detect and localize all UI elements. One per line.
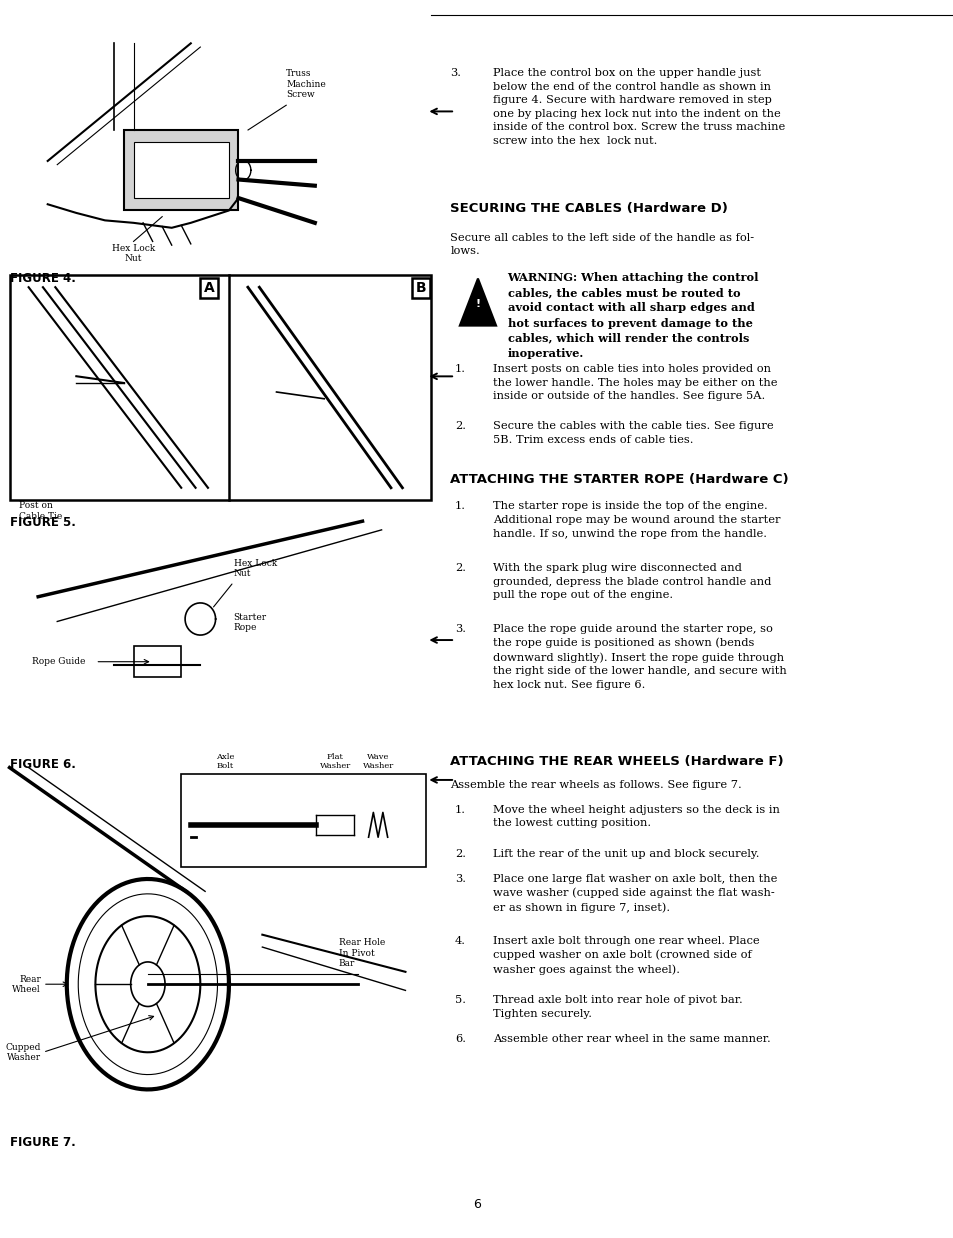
Text: 1.: 1. (455, 364, 466, 374)
Text: Secure all cables to the left side of the handle as fol-
lows.: Secure all cables to the left side of th… (450, 233, 754, 256)
Text: ATTACHING THE STARTER ROPE (Hardware C): ATTACHING THE STARTER ROPE (Hardware C) (450, 473, 788, 487)
Text: Place the control box on the upper handle just
below the end of the control hand: Place the control box on the upper handl… (493, 68, 784, 146)
Text: B: B (416, 281, 426, 295)
Text: WARNING: When attaching the control
cables, the cables must be routed to
avoid c: WARNING: When attaching the control cabl… (507, 272, 759, 359)
Text: Insert axle bolt through one rear wheel. Place
cupped washer on axle bolt (crown: Insert axle bolt through one rear wheel.… (493, 936, 759, 974)
Text: FIGURE 7.: FIGURE 7. (10, 1136, 75, 1150)
Text: Place the rope guide around the starter rope, so
the rope guide is positioned as: Place the rope guide around the starter … (493, 624, 786, 690)
Text: SECURING THE CABLES (Hardware D): SECURING THE CABLES (Hardware D) (450, 202, 727, 215)
Text: ATTACHING THE REAR WHEELS (Hardware F): ATTACHING THE REAR WHEELS (Hardware F) (450, 755, 783, 769)
Text: Lift the rear of the unit up and block securely.: Lift the rear of the unit up and block s… (493, 849, 759, 859)
Text: Wave
Washer: Wave Washer (362, 753, 394, 770)
Text: The starter rope is inside the top of the engine.
Additional rope may be wound a: The starter rope is inside the top of th… (493, 501, 780, 539)
Text: 6.: 6. (455, 1034, 466, 1044)
FancyBboxPatch shape (133, 142, 229, 198)
FancyBboxPatch shape (181, 774, 426, 867)
Text: 2.: 2. (455, 849, 466, 859)
Text: 3.: 3. (455, 624, 466, 634)
Text: Rear Hole
In Pivot
Bar: Rear Hole In Pivot Bar (338, 938, 384, 968)
Text: 5.: 5. (455, 995, 466, 1005)
Text: Place one large flat washer on axle bolt, then the
wave washer (cupped side agai: Place one large flat washer on axle bolt… (493, 874, 777, 912)
Text: FIGURE 4.: FIGURE 4. (10, 272, 75, 286)
Text: 3.: 3. (450, 68, 461, 78)
Text: 6: 6 (473, 1197, 480, 1211)
Text: Axle
Bolt: Axle Bolt (216, 753, 234, 770)
Text: Assemble the rear wheels as follows. See figure 7.: Assemble the rear wheels as follows. See… (450, 780, 741, 790)
Text: 4.: 4. (455, 936, 466, 946)
Text: A: A (204, 281, 214, 295)
Text: Flat
Washer: Flat Washer (319, 753, 351, 770)
Text: Rear
Wheel: Rear Wheel (12, 974, 41, 994)
Text: 1.: 1. (455, 805, 466, 815)
Text: 2.: 2. (455, 421, 466, 431)
FancyBboxPatch shape (133, 646, 181, 677)
Text: !: ! (475, 300, 480, 310)
Text: 2.: 2. (455, 563, 466, 573)
Text: Secure the cables with the cable ties. See figure
5B. Trim excess ends of cable : Secure the cables with the cable ties. S… (493, 421, 773, 444)
Text: FIGURE 5.: FIGURE 5. (10, 516, 75, 530)
Text: Rope Guide: Rope Guide (32, 657, 86, 666)
Text: Starter
Rope: Starter Rope (233, 613, 267, 633)
Text: Thread axle bolt into rear hole of pivot bar.
Tighten securely.: Thread axle bolt into rear hole of pivot… (493, 995, 742, 1019)
Text: With the spark plug wire disconnected and
grounded, depress the blade control ha: With the spark plug wire disconnected an… (493, 563, 771, 600)
Text: Hex Lock
Nut: Hex Lock Nut (233, 558, 276, 578)
Text: Assemble other rear wheel in the same manner.: Assemble other rear wheel in the same ma… (493, 1034, 770, 1044)
FancyBboxPatch shape (124, 130, 238, 210)
FancyBboxPatch shape (10, 275, 431, 500)
Text: 3.: 3. (455, 874, 466, 884)
Text: Hex Lock
Nut: Hex Lock Nut (112, 244, 155, 264)
Text: Move the wheel height adjusters so the deck is in
the lowest cutting position.: Move the wheel height adjusters so the d… (493, 805, 780, 828)
Polygon shape (459, 279, 496, 326)
Text: Post on
Cable Tie: Post on Cable Tie (19, 501, 62, 521)
Text: 1.: 1. (455, 501, 466, 511)
Text: Truss
Machine
Screw: Truss Machine Screw (286, 69, 326, 99)
Text: FIGURE 6.: FIGURE 6. (10, 758, 75, 771)
Text: Cupped
Washer: Cupped Washer (6, 1042, 41, 1062)
Text: Insert posts on cable ties into holes provided on
the lower handle. The holes ma: Insert posts on cable ties into holes pr… (493, 364, 777, 401)
